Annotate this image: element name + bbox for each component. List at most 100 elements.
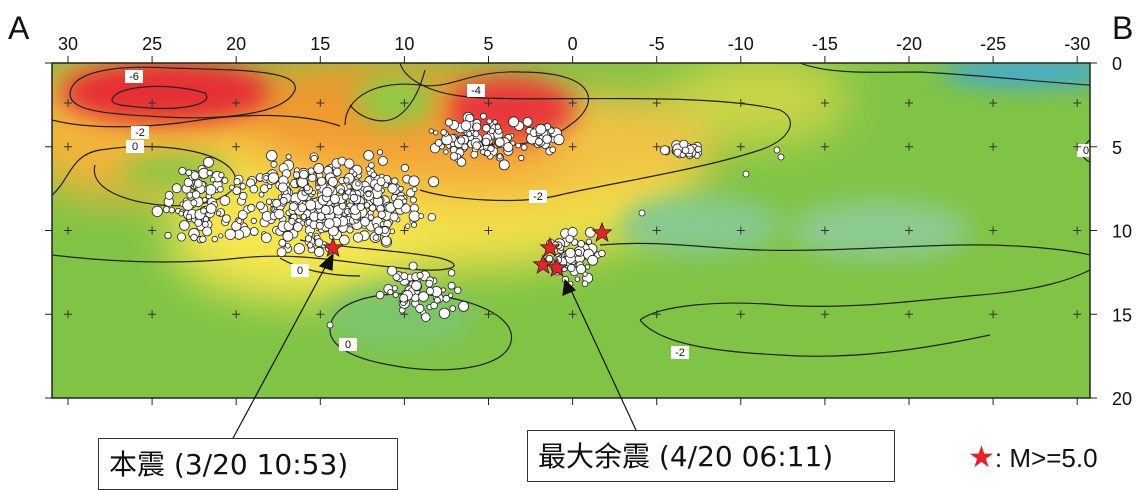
mainshock-arrow-line bbox=[231, 261, 329, 441]
hypocenter-dot bbox=[411, 280, 422, 291]
hypocenter-dot bbox=[190, 199, 198, 207]
contour-label: -2 bbox=[529, 190, 547, 203]
hypocenter-dot bbox=[576, 264, 587, 275]
grid-cross bbox=[989, 142, 998, 151]
hypocenter-dot bbox=[162, 205, 170, 214]
contour-line bbox=[639, 269, 1090, 321]
contour-line bbox=[52, 114, 341, 128]
hypocenter-dot bbox=[202, 226, 213, 237]
hypocenter-dot bbox=[374, 226, 384, 236]
hypocenter-dot bbox=[425, 286, 435, 296]
x-tick-label: 20 bbox=[226, 34, 246, 54]
hypocenter-dot bbox=[303, 184, 311, 192]
hypocenter-dot bbox=[305, 199, 317, 211]
grid-cross bbox=[905, 99, 913, 107]
hypocenter-dot bbox=[387, 183, 398, 194]
hypocenter-dot bbox=[349, 193, 359, 203]
hypocenter-dot bbox=[518, 154, 525, 162]
hypocenter-dot bbox=[520, 144, 528, 151]
hypocenter-dot bbox=[461, 143, 469, 151]
hypocenter-dot bbox=[317, 176, 327, 186]
hypocenter-dot bbox=[308, 173, 317, 182]
hypocenter-dot bbox=[297, 203, 307, 213]
hypocenter-dot bbox=[278, 238, 287, 247]
hypocenter-dot bbox=[515, 142, 521, 149]
hypocenter-dot bbox=[577, 240, 585, 248]
hypocenter-dot bbox=[397, 185, 404, 192]
hypocenter-dot bbox=[449, 152, 459, 161]
hypocenter-dot bbox=[199, 235, 207, 243]
grid-cross bbox=[905, 142, 913, 151]
hypocenter-dot bbox=[299, 169, 309, 180]
grid-cross bbox=[148, 310, 157, 319]
hypocenter-dot bbox=[256, 201, 265, 211]
hypocenter-dot bbox=[344, 158, 355, 169]
hypocenter-dot bbox=[277, 182, 288, 193]
section-start-label: A bbox=[8, 10, 30, 46]
hypocenter-dot bbox=[313, 163, 325, 174]
hypocenter-dot bbox=[440, 129, 448, 136]
grid-cross bbox=[652, 142, 661, 151]
hypocenter-dot bbox=[206, 169, 213, 177]
hypocenter-dot bbox=[288, 202, 298, 212]
grid-cross bbox=[232, 310, 241, 319]
hypocenter-dot bbox=[200, 207, 207, 215]
contour-label: 0 bbox=[291, 264, 309, 277]
hypocenter-dot bbox=[418, 291, 429, 302]
grid-cross bbox=[736, 99, 745, 107]
grid-cross bbox=[484, 99, 493, 107]
hypocenter-dot bbox=[377, 155, 388, 166]
hypocenter-dot bbox=[258, 191, 265, 198]
hypocenter-dot bbox=[486, 118, 493, 125]
contour-line bbox=[69, 66, 296, 119]
hypocenter-dot bbox=[565, 234, 574, 244]
contour-line bbox=[52, 146, 237, 207]
hypocenter-dot bbox=[233, 178, 241, 186]
hypocenter-dot bbox=[267, 172, 280, 184]
hypocenter-dot bbox=[151, 205, 163, 217]
hypocenter-dot bbox=[360, 217, 370, 227]
velocity-field bbox=[52, 63, 1090, 398]
y-tick-label: 10 bbox=[1112, 222, 1132, 242]
svg-text:-4: -4 bbox=[471, 85, 481, 97]
hypocenter-dot bbox=[190, 233, 198, 242]
hypocenter-dot bbox=[365, 190, 372, 198]
hypocenter-dot bbox=[194, 218, 203, 227]
hypocenter-dot bbox=[581, 280, 589, 288]
hypocenter-dot bbox=[183, 177, 193, 188]
hypocenter-dot bbox=[329, 193, 340, 204]
hypocenter-dot bbox=[190, 171, 200, 181]
hypocenter-dot bbox=[339, 234, 350, 246]
mainshock-arrowhead bbox=[318, 252, 334, 271]
hypocenter-dot bbox=[338, 188, 345, 195]
hypocenter-dot bbox=[535, 123, 547, 135]
hypocenter-dot bbox=[272, 198, 282, 208]
hypocenter-dot bbox=[363, 150, 374, 161]
aftershock-arrow-line bbox=[569, 287, 637, 431]
contour-label: -2 bbox=[131, 126, 149, 139]
x-tick-label: 25 bbox=[142, 34, 162, 54]
hypocenter-dot bbox=[408, 175, 420, 187]
contour-line bbox=[639, 319, 991, 357]
hypocenter-dot bbox=[458, 300, 470, 312]
x-tick-label: 30 bbox=[58, 34, 78, 54]
hypocenter-dot bbox=[300, 213, 307, 220]
x-tick-label: -30 bbox=[1064, 34, 1090, 54]
star-icon: ★ bbox=[968, 441, 995, 474]
hypocenter-dot bbox=[249, 184, 259, 194]
annotation-arrows bbox=[231, 252, 637, 441]
hypocenter-dot bbox=[433, 130, 439, 136]
m5-stars bbox=[322, 221, 613, 278]
hypocenter-dot bbox=[304, 235, 313, 243]
svg-text:-2: -2 bbox=[675, 347, 685, 359]
legend-text: : M>=5.0 bbox=[994, 443, 1098, 473]
grid-cross bbox=[820, 99, 829, 107]
hypocenter-dot bbox=[178, 210, 184, 217]
grid-cross bbox=[1073, 226, 1082, 235]
hypocenter-dot bbox=[416, 271, 424, 279]
hypocenter-dot bbox=[276, 247, 287, 258]
hypocenter-dot bbox=[221, 177, 229, 184]
hypocenter-dot bbox=[447, 269, 456, 277]
hypocenter-dot bbox=[232, 186, 242, 196]
hypocenter-dot bbox=[285, 153, 292, 160]
